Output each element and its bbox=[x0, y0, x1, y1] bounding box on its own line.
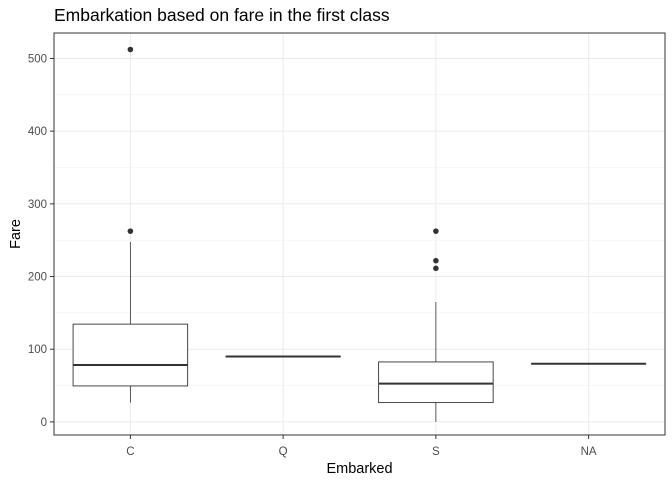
outlier-point bbox=[127, 46, 134, 53]
box-iqr bbox=[378, 361, 494, 404]
y-tick-label: 0 bbox=[41, 417, 47, 429]
box-C bbox=[72, 46, 189, 403]
outlier-point bbox=[127, 228, 134, 234]
y-tick-label: 200 bbox=[28, 272, 47, 284]
x-tick-label: Q bbox=[279, 446, 288, 458]
box-series bbox=[72, 46, 647, 422]
outlier-point bbox=[433, 257, 439, 264]
x-axis-title: Embarked bbox=[326, 461, 392, 477]
outlier-point bbox=[433, 265, 439, 272]
chart-title: Embarkation based on fare in the first c… bbox=[54, 5, 390, 25]
x-tick-label: NA bbox=[581, 446, 597, 458]
y-tick-label: 100 bbox=[28, 344, 47, 356]
axis-ticks: 0 100 200 300 400 500 C Q S NA bbox=[28, 53, 597, 458]
outlier-point bbox=[433, 228, 439, 234]
y-tick-label: 500 bbox=[28, 53, 47, 65]
x-tick-label: S bbox=[432, 446, 440, 458]
box-iqr bbox=[72, 323, 189, 387]
y-tick-label: 400 bbox=[28, 126, 47, 138]
y-axis-title: Fare bbox=[8, 219, 24, 249]
box-S bbox=[378, 228, 494, 422]
y-tick-label: 300 bbox=[28, 199, 47, 211]
panel-border bbox=[53, 32, 666, 436]
x-tick-label: C bbox=[126, 446, 134, 458]
